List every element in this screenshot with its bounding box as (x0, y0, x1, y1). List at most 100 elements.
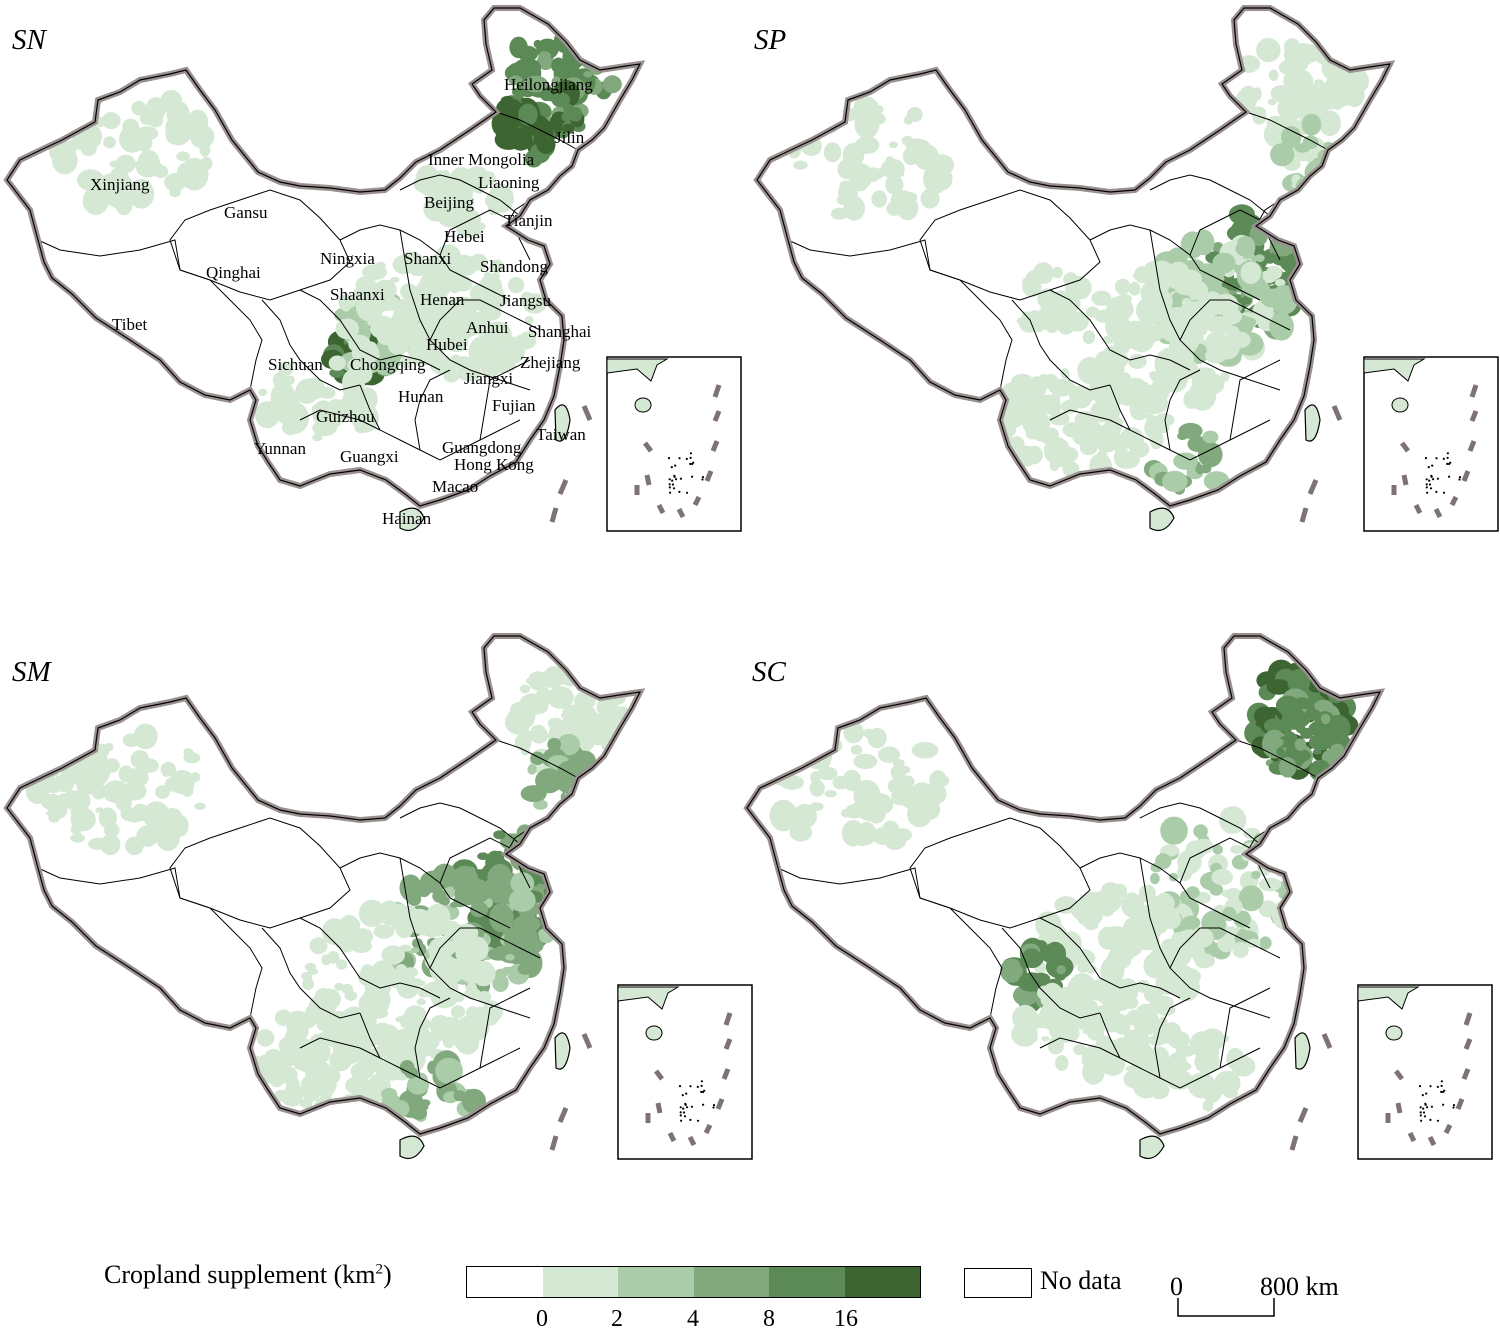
inset-island-dot (1419, 1114, 1422, 1117)
cropland-patch (411, 1034, 440, 1052)
cropland-patch (447, 958, 465, 979)
inset-dash (1455, 1098, 1465, 1110)
province-label-zhejiang: Zhejiang (520, 353, 581, 372)
cropland-patch (1022, 1023, 1035, 1038)
cropland-patch (76, 776, 98, 795)
province-boundary (1149, 174, 1271, 217)
inset-island-dot (1431, 464, 1434, 467)
province-label-shandong: Shandong (480, 257, 549, 276)
cropland-patch (115, 195, 133, 216)
cropland-patch (1028, 1009, 1037, 1015)
inset-island-dot (1426, 491, 1429, 494)
province-boundary (1229, 359, 1281, 441)
cropland-patch (769, 799, 798, 832)
cropland-patch (507, 277, 525, 294)
cropland-patch (1146, 413, 1156, 422)
province-label-jiangsu: Jiangsu (500, 291, 552, 310)
inset-dash (1467, 440, 1477, 452)
province-boundary (1154, 997, 1191, 1079)
province-label-hong-kong: Hong Kong (454, 455, 534, 474)
cropland-patch (556, 733, 581, 756)
cropland-patch (1325, 679, 1339, 689)
legend-title-sup: 2 (375, 1261, 384, 1278)
cropland-patch (853, 753, 878, 770)
cropland-patch (1136, 979, 1150, 993)
province-boundary (1164, 369, 1201, 451)
cropland-patch (146, 158, 161, 167)
cropland-patch (530, 727, 548, 744)
inset-dash (655, 1102, 663, 1114)
legend-swatch-4 (769, 1267, 845, 1297)
inset-dash (704, 470, 714, 482)
cropland-patch (412, 915, 440, 936)
province-label-ningxia: Ningxia (320, 249, 375, 268)
province-boundary (37, 239, 263, 391)
cropland-patch (865, 167, 881, 182)
cropland-patch (514, 927, 539, 949)
inset-island-dot (1425, 478, 1428, 481)
cropland-patch (434, 938, 457, 957)
inset-island-dot (1440, 1084, 1443, 1087)
cropland-patch (1141, 1060, 1165, 1078)
cropland-patch (885, 156, 895, 168)
cropland-patch (892, 758, 905, 768)
inset-coast (1357, 986, 1420, 1010)
coastline (6, 635, 642, 1135)
cropland-patch (1270, 143, 1295, 167)
map-panel-sc: SC (740, 628, 1500, 1188)
cropland-patch (48, 800, 68, 819)
cropland-patch (1121, 892, 1142, 918)
cropland-patch (1052, 266, 1063, 279)
cropland-patch (496, 98, 523, 119)
cropland-patch (169, 770, 195, 794)
cropland-patch (877, 746, 901, 763)
cropland-patch (901, 191, 918, 203)
cropland-patch (1260, 288, 1285, 308)
cropland-patch (399, 944, 411, 952)
cropland-patch (1202, 1100, 1214, 1112)
cropland-patch (1312, 748, 1322, 755)
cropland-patch (1274, 278, 1286, 287)
maritime-boundary-dash (549, 507, 559, 523)
inset-hainan (645, 1025, 663, 1041)
province-boundary (399, 174, 521, 217)
cropland-patch (338, 293, 356, 310)
legend-swatch-1 (542, 1267, 618, 1297)
cropland-patch (1283, 101, 1298, 116)
cropland-patch (334, 982, 344, 991)
province-label-guizhou: Guizhou (316, 407, 375, 426)
cropland-patch (130, 750, 150, 769)
cropland-patch (1128, 320, 1156, 353)
cropland-patch (200, 156, 213, 171)
cropland-patch (166, 100, 190, 128)
cropland-patch (508, 75, 523, 86)
province-label-hainan: Hainan (382, 509, 432, 528)
country-base (757, 8, 1390, 506)
china-map-sm (3, 633, 753, 1160)
inset-dash (1433, 507, 1443, 519)
cropland-patch (1238, 928, 1247, 938)
inset-island-dot (679, 477, 683, 480)
cropland-patch (1179, 930, 1190, 937)
cropland-patch (557, 912, 579, 933)
map-panel-sm: SM (0, 628, 753, 1188)
inset-hainan (634, 397, 652, 413)
province-label-shanxi: Shanxi (404, 249, 452, 268)
cropland-patch (125, 836, 144, 856)
cropland-patch (1269, 312, 1294, 341)
inset-coast (1363, 358, 1426, 382)
taiwan-island (554, 1032, 571, 1070)
cropland-patch (1276, 845, 1290, 854)
country-base (7, 8, 640, 506)
cropland-patch (1220, 371, 1230, 382)
cropland-patch (335, 318, 360, 340)
inset-island-dot (685, 491, 689, 494)
inset-dash (667, 1131, 677, 1143)
cropland-patch (1209, 883, 1224, 896)
inset-dash (1427, 1135, 1437, 1147)
inset-coast (617, 986, 680, 1010)
cropland-patch (576, 664, 595, 684)
cropland-patch (441, 360, 457, 375)
cropland-patch (1024, 412, 1036, 420)
cropland-patch (360, 964, 375, 977)
